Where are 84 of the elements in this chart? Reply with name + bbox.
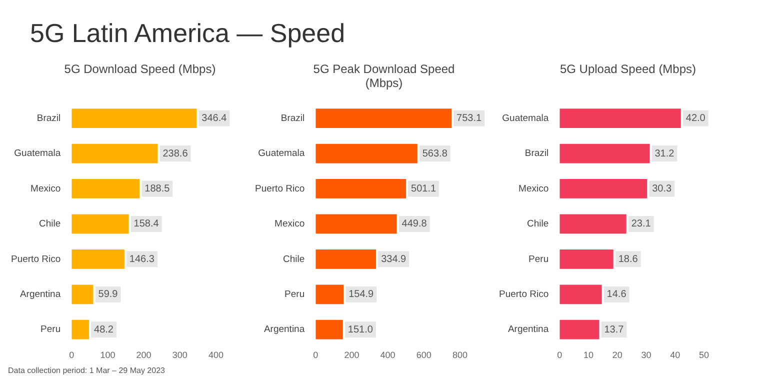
y-tick-label: Guatemala: [14, 148, 62, 160]
x-tick-label: 30: [641, 350, 652, 360]
data-label: 449.8: [402, 218, 428, 230]
x-tick-label: 400: [380, 350, 396, 360]
data-label: 23.1: [631, 218, 652, 230]
x-tick-label: 10: [584, 350, 594, 360]
bar: [560, 214, 626, 234]
y-tick-label: Mexico: [30, 183, 61, 194]
bar: [316, 179, 406, 198]
data-label: 753.1: [456, 113, 482, 124]
chart-title: 5G Peak Download Speed (Mbps): [312, 62, 456, 92]
chart-title: 5G Download Speed (Mbps): [63, 62, 217, 78]
x-tick-label: 300: [172, 350, 188, 360]
x-tick-label: 20: [612, 350, 622, 360]
chart-title: 5G Upload Speed (Mbps): [558, 62, 698, 78]
bar: [560, 144, 650, 164]
data-label: 30.3: [652, 183, 672, 194]
y-tick-label: Chile: [38, 218, 61, 230]
data-label: 13.7: [604, 324, 624, 336]
y-tick-label: Peru: [40, 324, 61, 336]
bar: [560, 284, 602, 304]
y-tick-label: Puerto Rico: [254, 183, 305, 194]
y-tick-label: Chile: [526, 218, 549, 230]
bar: [72, 284, 94, 304]
bar: [560, 108, 681, 128]
bar: [316, 320, 343, 340]
data-label: 42.0: [686, 113, 706, 124]
bar: [316, 214, 397, 234]
x-tick-label: 0: [313, 350, 318, 360]
x-tick-label: 40: [670, 350, 680, 360]
bar: [560, 249, 614, 269]
y-tick-label: Chile: [282, 254, 305, 265]
y-tick-label: Brazil: [524, 148, 549, 160]
bar: [72, 144, 158, 164]
data-label: 146.3: [129, 254, 155, 265]
data-label: 188.5: [144, 183, 170, 194]
y-tick-label: Peru: [284, 289, 305, 300]
y-tick-label: Guatemala: [258, 148, 306, 160]
x-tick-label: 0: [557, 350, 562, 360]
text: Data collection period: 1 Mar – 29 May 2023: [8, 366, 166, 375]
data-label: 18.6: [618, 254, 638, 265]
x-tick-label: 100: [100, 350, 116, 360]
text: 5G Latin America — Speed: [29, 17, 346, 50]
bar: [316, 144, 418, 164]
x-tick-label: 200: [344, 350, 360, 360]
bar: [316, 249, 376, 269]
y-tick-label: Argentina: [264, 324, 306, 336]
data-label: 563.8: [422, 148, 448, 160]
x-tick-label: 800: [452, 350, 468, 360]
bar: [72, 179, 140, 198]
bar: [72, 320, 90, 340]
bar: [316, 284, 344, 304]
data-label: 334.9: [381, 254, 407, 265]
y-tick-label: Mexico: [274, 218, 305, 230]
bar: [560, 179, 648, 198]
y-tick-label: Mexico: [518, 183, 549, 194]
data-label: 154.9: [348, 289, 374, 300]
data-label: 501.1: [411, 183, 437, 194]
data-label: 158.4: [134, 218, 160, 230]
data-label: 238.6: [162, 148, 188, 160]
y-tick-label: Puerto Rico: [498, 289, 549, 300]
y-tick-label: Puerto Rico: [10, 254, 61, 265]
bar: [72, 108, 197, 128]
y-tick-label: Guatemala: [502, 112, 550, 124]
bar: [72, 249, 124, 269]
bar: [72, 214, 129, 234]
x-tick-label: 600: [416, 350, 432, 360]
x-tick-label: 200: [136, 350, 152, 360]
bar: [560, 320, 600, 340]
x-tick-label: 400: [208, 350, 224, 360]
y-tick-label: Brazil: [280, 112, 305, 124]
x-tick-label: 50: [698, 350, 710, 360]
bar: [316, 108, 452, 128]
y-tick-label: Argentina: [20, 289, 62, 300]
y-tick-label: Argentina: [508, 324, 550, 336]
data-label: 151.0: [348, 324, 374, 336]
data-label: 14.6: [606, 289, 627, 300]
y-tick-label: Brazil: [36, 112, 61, 124]
data-label: 59.9: [98, 289, 118, 300]
data-label: 31.2: [654, 148, 675, 160]
data-label: 346.4: [202, 113, 228, 124]
y-tick-label: Peru: [528, 254, 549, 265]
data-label: 48.2: [94, 324, 114, 336]
x-tick-label: 0: [69, 350, 74, 360]
